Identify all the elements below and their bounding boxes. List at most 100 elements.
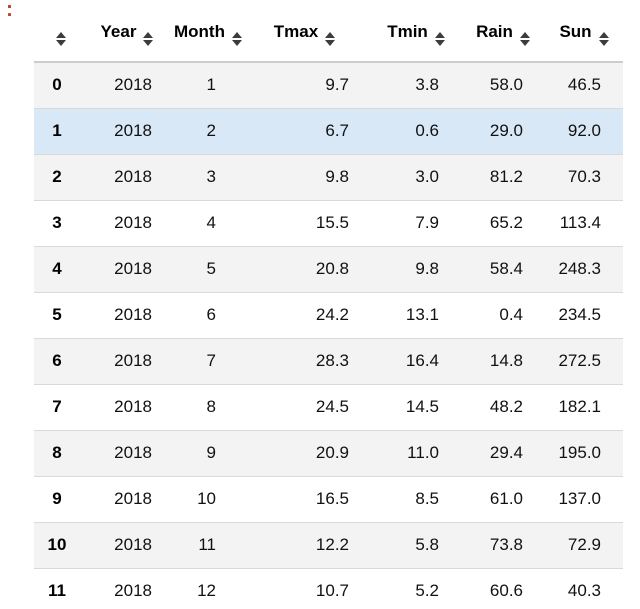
cell-sun: 182.1	[545, 383, 623, 430]
cell-rain: 29.0	[461, 107, 545, 154]
table-row[interactable]: 0 2018 1 9.7 3.8 58.0 46.5	[34, 61, 623, 108]
cell-tmax: 6.7	[238, 107, 371, 154]
cell-month: 8	[174, 383, 238, 430]
cell-year: 2018	[80, 521, 174, 568]
cell-sun: 113.4	[545, 199, 623, 246]
sort-icon	[143, 32, 154, 46]
cell-tmin: 13.1	[371, 291, 461, 338]
cell-year: 2018	[80, 429, 174, 476]
table-row[interactable]: 9 2018 10 16.5 8.5 61.0 137.0	[34, 475, 623, 522]
column-header-year[interactable]: Year	[80, 20, 174, 62]
cell-month: 3	[174, 153, 238, 200]
column-header-tmax[interactable]: Tmax	[238, 20, 371, 62]
cell-tmax: 12.2	[238, 521, 371, 568]
cell-sun: 40.3	[545, 567, 623, 609]
cell-month: 5	[174, 245, 238, 292]
cell-sun: 248.3	[545, 245, 623, 292]
table-row[interactable]: 6 2018 7 28.3 16.4 14.8 272.5	[34, 337, 623, 384]
cell-rain: 29.4	[461, 429, 545, 476]
cell-rain: 60.6	[461, 567, 545, 609]
cell-tmax: 9.8	[238, 153, 371, 200]
cell-sun: 92.0	[545, 107, 623, 154]
cell-month: 10	[174, 475, 238, 522]
table-header: Year Month Tmax Tmin Rain Sun	[34, 20, 623, 62]
cell-month: 6	[174, 291, 238, 338]
cell-year: 2018	[80, 291, 174, 338]
row-index-cell: 7	[34, 383, 80, 430]
cell-tmax: 28.3	[238, 337, 371, 384]
row-index-cell: 5	[34, 291, 80, 338]
cell-tmin: 9.8	[371, 245, 461, 292]
table-row[interactable]: 7 2018 8 24.5 14.5 48.2 182.1	[34, 383, 623, 430]
table-row[interactable]: 5 2018 6 24.2 13.1 0.4 234.5	[34, 291, 623, 338]
cell-tmin: 3.8	[371, 61, 461, 108]
cell-year: 2018	[80, 61, 174, 108]
cell-tmin: 8.5	[371, 475, 461, 522]
cell-tmin: 16.4	[371, 337, 461, 384]
table-row[interactable]: 2 2018 3 9.8 3.0 81.2 70.3	[34, 153, 623, 200]
cell-sun: 137.0	[545, 475, 623, 522]
cell-tmax: 20.8	[238, 245, 371, 292]
cell-tmin: 5.2	[371, 567, 461, 609]
cell-sun: 70.3	[545, 153, 623, 200]
cell-sun: 272.5	[545, 337, 623, 384]
table-row[interactable]: 8 2018 9 20.9 11.0 29.4 195.0	[34, 429, 623, 476]
cell-rain: 58.4	[461, 245, 545, 292]
row-index-cell: 6	[34, 337, 80, 384]
cell-tmax: 9.7	[238, 61, 371, 108]
cell-month: 1	[174, 61, 238, 108]
column-header-year-label: Year	[100, 22, 137, 41]
table-row[interactable]: 1 2018 2 6.7 0.6 29.0 92.0	[34, 107, 623, 154]
cell-tmin: 7.9	[371, 199, 461, 246]
cell-rain: 81.2	[461, 153, 545, 200]
weather-data-table-container: Year Month Tmax Tmin Rain Sun	[34, 20, 623, 609]
table-row[interactable]: 3 2018 4 15.5 7.9 65.2 113.4	[34, 199, 623, 246]
cell-tmax: 10.7	[238, 567, 371, 609]
cell-sun: 72.9	[545, 521, 623, 568]
column-header-rain[interactable]: Rain	[461, 20, 545, 62]
row-index-cell: 4	[34, 245, 80, 292]
cell-year: 2018	[80, 107, 174, 154]
cell-rain: 58.0	[461, 61, 545, 108]
cell-tmin: 3.0	[371, 153, 461, 200]
weather-data-table: Year Month Tmax Tmin Rain Sun	[34, 20, 623, 609]
column-header-sun-label: Sun	[559, 22, 592, 41]
cell-tmin: 11.0	[371, 429, 461, 476]
table-row[interactable]: 11 2018 12 10.7 5.2 60.6 40.3	[34, 567, 623, 609]
cell-sun: 195.0	[545, 429, 623, 476]
output-prompt-colon: :	[6, 0, 13, 21]
row-index-cell: 10	[34, 521, 80, 568]
cell-tmax: 24.5	[238, 383, 371, 430]
row-index-cell: 9	[34, 475, 80, 522]
table-row[interactable]: 10 2018 11 12.2 5.8 73.8 72.9	[34, 521, 623, 568]
column-header-rain-label: Rain	[476, 22, 513, 41]
cell-tmax: 20.9	[238, 429, 371, 476]
cell-year: 2018	[80, 245, 174, 292]
table-row[interactable]: 4 2018 5 20.8 9.8 58.4 248.3	[34, 245, 623, 292]
cell-tmax: 15.5	[238, 199, 371, 246]
cell-year: 2018	[80, 475, 174, 522]
cell-month: 9	[174, 429, 238, 476]
cell-month: 2	[174, 107, 238, 154]
column-header-tmax-label: Tmax	[273, 22, 319, 41]
cell-year: 2018	[80, 337, 174, 384]
cell-rain: 61.0	[461, 475, 545, 522]
sort-icon	[434, 32, 445, 46]
column-header-sun[interactable]: Sun	[545, 20, 623, 62]
row-index-cell: 1	[34, 107, 80, 154]
cell-rain: 0.4	[461, 291, 545, 338]
row-index-cell: 3	[34, 199, 80, 246]
column-header-month[interactable]: Month	[174, 20, 242, 62]
column-header-tmin-label: Tmin	[387, 22, 428, 41]
row-index-cell: 11	[34, 567, 80, 609]
cell-year: 2018	[80, 567, 174, 609]
column-header-tmin[interactable]: Tmin	[371, 20, 461, 62]
cell-year: 2018	[80, 383, 174, 430]
sort-icon	[325, 32, 336, 46]
column-header-month-label: Month	[174, 22, 225, 41]
row-index-cell: 2	[34, 153, 80, 200]
cell-month: 4	[174, 199, 238, 246]
column-header-index[interactable]	[34, 20, 80, 62]
sort-icon	[519, 32, 530, 46]
